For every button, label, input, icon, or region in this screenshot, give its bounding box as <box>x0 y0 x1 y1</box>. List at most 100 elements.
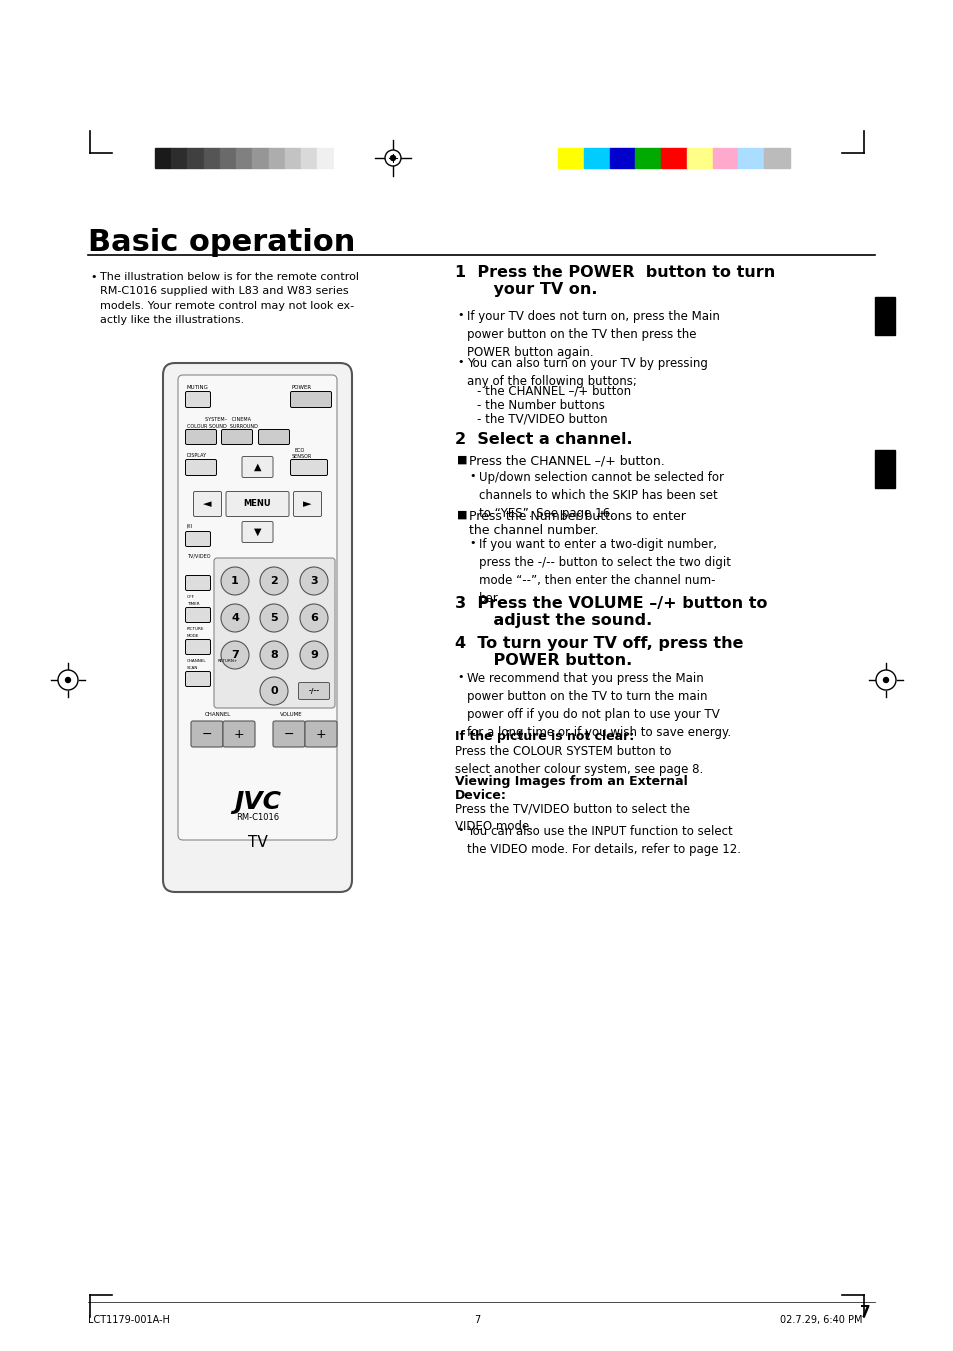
Bar <box>204 149 220 168</box>
Bar <box>558 149 583 168</box>
Bar <box>253 149 269 168</box>
Text: •: • <box>456 671 463 682</box>
FancyBboxPatch shape <box>223 721 254 747</box>
Bar <box>269 149 285 168</box>
FancyBboxPatch shape <box>185 531 211 547</box>
FancyBboxPatch shape <box>185 671 211 686</box>
FancyBboxPatch shape <box>305 721 336 747</box>
Text: ECO: ECO <box>294 449 305 453</box>
FancyBboxPatch shape <box>185 608 211 623</box>
Text: 5: 5 <box>270 613 277 623</box>
FancyBboxPatch shape <box>291 392 331 408</box>
FancyBboxPatch shape <box>242 457 273 477</box>
Text: 7: 7 <box>231 650 238 661</box>
Circle shape <box>260 604 288 632</box>
Text: 4  To turn your TV off, press the: 4 To turn your TV off, press the <box>455 636 742 651</box>
Text: your TV on.: your TV on. <box>471 282 597 297</box>
Text: Basic operation: Basic operation <box>88 228 355 257</box>
Text: COLOUR SOUND  SURROUND: COLOUR SOUND SURROUND <box>187 424 257 430</box>
Bar <box>301 149 317 168</box>
FancyBboxPatch shape <box>221 430 253 444</box>
Circle shape <box>58 670 78 690</box>
Text: 4: 4 <box>231 613 238 623</box>
Bar <box>609 149 635 168</box>
Text: POWER: POWER <box>292 385 312 390</box>
Text: JVC: JVC <box>233 790 281 815</box>
FancyBboxPatch shape <box>193 492 221 516</box>
Text: RETURN+: RETURN+ <box>218 659 238 663</box>
Circle shape <box>221 567 249 594</box>
Text: Press the COLOUR SYSTEM button to
select another colour system, see page 8.: Press the COLOUR SYSTEM button to select… <box>455 744 702 775</box>
FancyBboxPatch shape <box>191 721 223 747</box>
Text: TIMER: TIMER <box>187 603 199 607</box>
Circle shape <box>66 677 71 682</box>
FancyBboxPatch shape <box>185 392 211 408</box>
Text: MODE: MODE <box>187 634 199 638</box>
FancyBboxPatch shape <box>273 721 305 747</box>
Text: ◄: ◄ <box>203 499 211 509</box>
Text: DISPLAY: DISPLAY <box>187 453 207 458</box>
Bar <box>635 149 660 168</box>
Bar <box>317 149 334 168</box>
FancyBboxPatch shape <box>185 430 216 444</box>
Text: 2: 2 <box>270 576 277 586</box>
Text: TV/VIDEO: TV/VIDEO <box>187 553 211 558</box>
Text: If your TV does not turn on, press the Main
power button on the TV then press th: If your TV does not turn on, press the M… <box>467 309 720 359</box>
Bar <box>874 297 894 335</box>
Text: - the CHANNEL –/+ button: - the CHANNEL –/+ button <box>476 385 631 399</box>
Text: ■: ■ <box>456 509 467 520</box>
Text: We recommend that you press the Main
power button on the TV to turn the main
pow: We recommend that you press the Main pow… <box>467 671 730 739</box>
Circle shape <box>221 604 249 632</box>
Text: 02.7.29, 6:40 PM: 02.7.29, 6:40 PM <box>780 1315 862 1325</box>
Text: ▼: ▼ <box>253 527 261 536</box>
Text: 3  Press the VOLUME –/+ button to: 3 Press the VOLUME –/+ button to <box>455 596 767 611</box>
Text: 9: 9 <box>310 650 317 661</box>
Text: 7: 7 <box>474 1315 479 1325</box>
Text: Press the TV/VIDEO button to select the
VIDEO mode.: Press the TV/VIDEO button to select the … <box>455 802 689 834</box>
FancyBboxPatch shape <box>185 639 211 654</box>
Text: Device:: Device: <box>455 789 506 802</box>
Text: - the TV/VIDEO button: - the TV/VIDEO button <box>476 413 607 426</box>
Text: LCT1179-001A-H: LCT1179-001A-H <box>88 1315 170 1325</box>
Circle shape <box>221 640 249 669</box>
Text: •: • <box>90 272 96 282</box>
Circle shape <box>299 604 328 632</box>
Text: Press the CHANNEL –/+ button.: Press the CHANNEL –/+ button. <box>469 455 664 467</box>
FancyBboxPatch shape <box>294 492 321 516</box>
Circle shape <box>390 155 395 161</box>
Text: •: • <box>469 538 475 549</box>
Circle shape <box>260 567 288 594</box>
Text: - the Number buttons: - the Number buttons <box>476 399 604 412</box>
Text: 0: 0 <box>270 686 277 696</box>
Text: VOLUME: VOLUME <box>280 712 302 717</box>
Bar <box>712 149 738 168</box>
Text: ►: ► <box>302 499 311 509</box>
Text: Press the Number buttons to enter: Press the Number buttons to enter <box>469 509 685 523</box>
Bar <box>660 149 686 168</box>
Text: The illustration below is for the remote control
RM-C1016 supplied with L83 and : The illustration below is for the remote… <box>100 272 358 326</box>
Text: Viewing Images from an External: Viewing Images from an External <box>455 775 687 788</box>
Text: SYSTEM–   CINEMA: SYSTEM– CINEMA <box>205 417 251 422</box>
Text: CHANNEL: CHANNEL <box>187 659 207 663</box>
Bar <box>763 149 789 168</box>
Text: POWER button.: POWER button. <box>471 653 632 667</box>
Text: 1  Press the POWER  button to turn: 1 Press the POWER button to turn <box>455 265 775 280</box>
Bar <box>334 149 350 168</box>
FancyBboxPatch shape <box>298 682 329 700</box>
Circle shape <box>260 677 288 705</box>
FancyBboxPatch shape <box>213 558 335 708</box>
Bar <box>188 149 204 168</box>
Text: adjust the sound.: adjust the sound. <box>471 613 652 628</box>
FancyBboxPatch shape <box>163 363 352 892</box>
Text: 7: 7 <box>859 1305 870 1320</box>
Text: OFF: OFF <box>187 594 194 598</box>
Circle shape <box>299 640 328 669</box>
Bar <box>738 149 763 168</box>
Text: PICTURE: PICTURE <box>187 627 204 631</box>
Bar <box>154 149 172 168</box>
Text: TV: TV <box>248 835 267 850</box>
Text: •: • <box>456 825 463 835</box>
Text: +: + <box>315 727 326 740</box>
Text: RM-C1016: RM-C1016 <box>235 813 279 821</box>
Text: 2  Select a channel.: 2 Select a channel. <box>455 432 632 447</box>
